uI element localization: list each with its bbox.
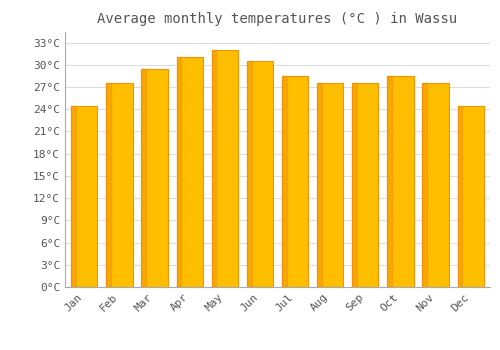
Bar xyxy=(282,76,308,287)
Bar xyxy=(212,50,238,287)
Bar xyxy=(106,83,111,287)
Bar xyxy=(317,83,322,287)
Bar xyxy=(247,61,273,287)
Bar xyxy=(142,69,146,287)
Bar xyxy=(458,106,462,287)
Bar xyxy=(106,83,132,287)
Bar xyxy=(212,50,216,287)
Bar xyxy=(352,83,357,287)
Bar xyxy=(388,76,392,287)
Bar xyxy=(422,83,427,287)
Bar xyxy=(176,57,182,287)
Bar xyxy=(247,61,252,287)
Bar xyxy=(352,83,378,287)
Bar xyxy=(458,106,484,287)
Title: Average monthly temperatures (°C ) in Wassu: Average monthly temperatures (°C ) in Wa… xyxy=(98,12,458,26)
Bar xyxy=(388,76,413,287)
Bar xyxy=(71,106,76,287)
Bar xyxy=(317,83,344,287)
Bar xyxy=(282,76,286,287)
Bar xyxy=(176,57,203,287)
Bar xyxy=(71,106,98,287)
Bar xyxy=(142,69,168,287)
Bar xyxy=(422,83,448,287)
